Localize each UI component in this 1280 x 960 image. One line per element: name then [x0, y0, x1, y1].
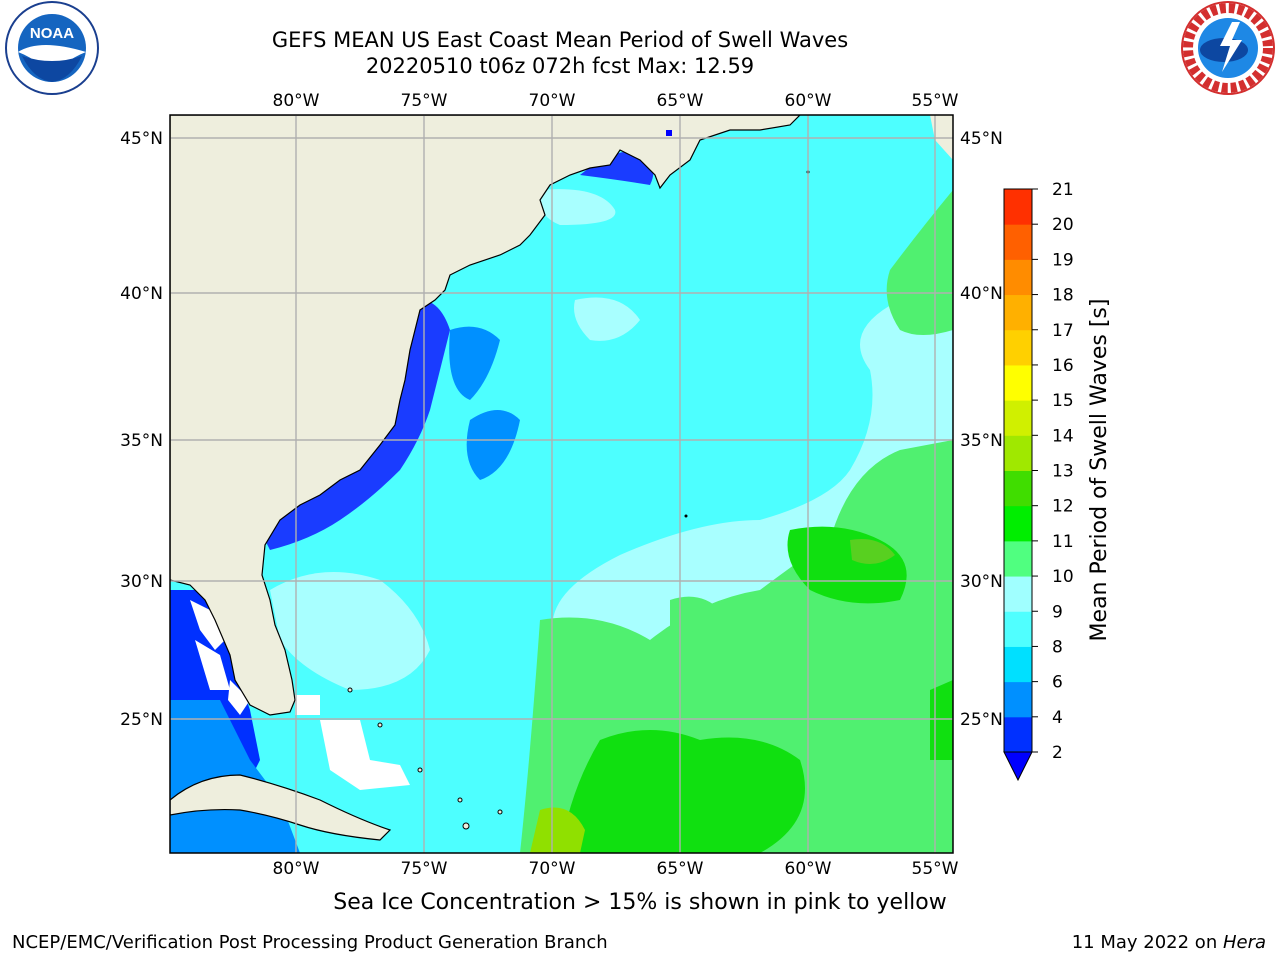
map-field [170, 115, 953, 853]
lat-label-right: 40°N [960, 284, 1003, 304]
colorbar-tick-label: 12 [1052, 497, 1074, 517]
lon-label-bottom: 65°W [657, 859, 704, 879]
lat-label-left: 30°N [120, 572, 163, 592]
lon-label-top: 70°W [529, 91, 576, 111]
chart-title: GEFS MEAN US East Coast Mean Period of S… [271, 28, 849, 52]
colorbar: 2 4 6 8 9 10 11 12 13 14 15 16 17 18 19 20 21 [1003, 180, 1074, 782]
colorbar-segment [1004, 540, 1032, 577]
lon-label-bottom: 70°W [529, 859, 576, 879]
colorbar-segment [1004, 716, 1032, 753]
lat-label-left: 40°N [120, 284, 163, 304]
colorbar-tick-label: 13 [1052, 462, 1074, 482]
lon-label-top: 80°W [273, 91, 320, 111]
colorbar-tick-label: 20 [1052, 215, 1074, 235]
colorbar-segment [1004, 329, 1032, 366]
colorbar-tick-label: 19 [1052, 250, 1074, 270]
colorbar-segment [1004, 435, 1032, 471]
lon-label-top: 55°W [912, 91, 959, 111]
colorbar-tick-label: 8 [1052, 637, 1063, 657]
colorbar-segment [1004, 576, 1032, 612]
colorbar-tick-label: 17 [1052, 321, 1074, 341]
colorbar-tick-label: 9 [1052, 602, 1063, 622]
colorbar-segment [1004, 611, 1032, 647]
colorbar-tick-label: 2 [1052, 743, 1063, 763]
lon-label-bottom: 55°W [912, 859, 959, 879]
lon-label-bottom: 60°W [785, 859, 832, 879]
colorbar-under-arrow [1003, 751, 1033, 782]
lat-label-right: 45°N [960, 129, 1003, 149]
colorbar-segment [1004, 364, 1032, 401]
machine-name: Hera [1222, 932, 1266, 953]
lon-label-bottom: 75°W [401, 859, 448, 879]
lon-label-bottom: 80°W [273, 859, 320, 879]
colorbar-tick-label: 6 [1052, 673, 1063, 693]
colorbar-segment [1004, 189, 1032, 225]
lat-label-right: 25°N [960, 710, 1003, 730]
colorbar-tick-label: 21 [1052, 180, 1074, 200]
colorbar-segment [1004, 259, 1032, 296]
run-date-credit: 11 May 2022 on Hera [1072, 932, 1266, 953]
colorbar-segment [1004, 470, 1032, 507]
colorbar-tick-label: 10 [1052, 567, 1074, 587]
colorbar-segment [1004, 505, 1032, 542]
colorbar-tick-label: 18 [1052, 286, 1074, 306]
lat-label-left: 25°N [120, 710, 163, 730]
colorbar-segment [1004, 294, 1032, 331]
noaa-logo-text: NOAA [30, 25, 74, 42]
lon-label-top: 75°W [401, 91, 448, 111]
lon-label-top: 60°W [785, 91, 832, 111]
lat-label-right: 30°N [960, 572, 1003, 592]
colorbar-segment [1004, 400, 1032, 436]
lat-label-left: 45°N [120, 129, 163, 149]
colorbar-tick-label: 16 [1052, 356, 1074, 376]
map-frame [169, 114, 954, 854]
colorbar-tick-label: 11 [1052, 532, 1074, 552]
land-mass [170, 115, 953, 841]
colorbar-segment [1004, 681, 1032, 718]
colorbar-tick-label: 4 [1052, 708, 1063, 728]
longitude-labels: 80°W 75°W 70°W 65°W 60°W 55°W 80°W 75°W … [273, 91, 959, 879]
sea-ice-note: Sea Ice Concentration > 15% is shown in … [333, 890, 947, 915]
colorbar-tick-label: 15 [1052, 391, 1074, 411]
colorbar-tick-label: 14 [1052, 426, 1074, 446]
chart-subtitle: 20220510 t06z 072h fcst Max: 12.59 [365, 54, 755, 78]
lon-label-top: 65°W [657, 91, 704, 111]
lat-label-left: 35°N [120, 431, 163, 451]
lat-label-right: 35°N [960, 431, 1003, 451]
colorbar-label: Mean Period of Swell Waves [s] [1087, 299, 1112, 642]
colorbar-segment [1004, 646, 1032, 683]
noaa-seal-icon: NOAA [5, 1, 99, 95]
map-grid [170, 115, 953, 853]
national-weather-service-seal-icon [1181, 1, 1275, 95]
run-date: 11 May 2022 on [1071, 932, 1223, 953]
latitude-labels: 45°N 40°N 35°N 30°N 25°N 45°N 40°N 35°N … [120, 129, 1003, 730]
producer-credit: NCEP/EMC/Verification Post Processing Pr… [12, 932, 608, 953]
colorbar-segment [1004, 224, 1032, 260]
